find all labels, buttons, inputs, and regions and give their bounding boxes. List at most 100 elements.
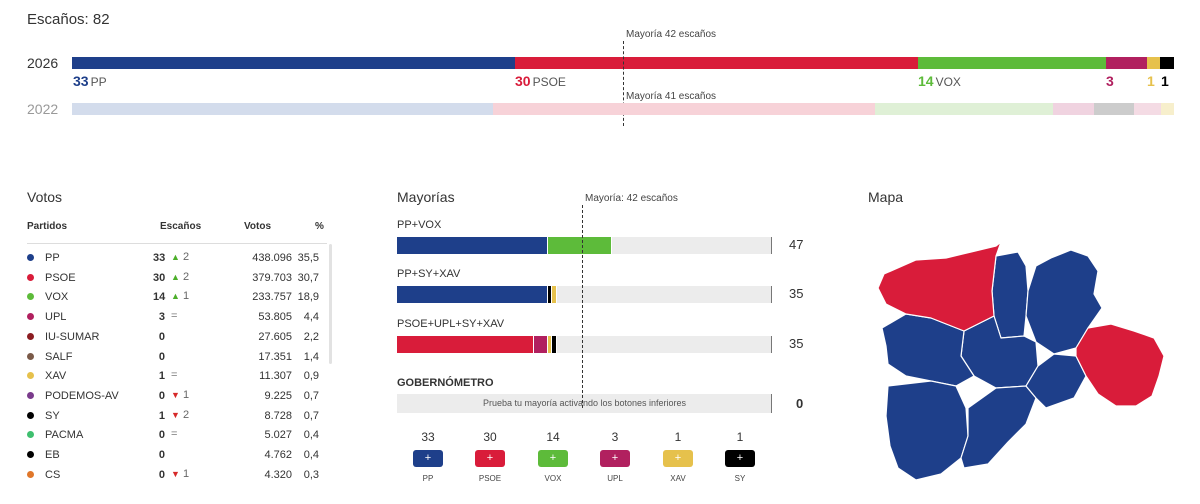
party-toggle-button[interactable]: + bbox=[413, 450, 443, 467]
seat-change-cell: = bbox=[171, 369, 195, 381]
seat-label-xav: 1 bbox=[1147, 73, 1155, 89]
party-button-label: VOX bbox=[544, 474, 562, 483]
party-button-seats: 1 bbox=[674, 430, 682, 444]
party-color-dot bbox=[27, 293, 34, 301]
party-button-seats: 3 bbox=[611, 430, 619, 444]
seat-change-cell: ▼ 2 bbox=[171, 409, 195, 421]
party-seats: 1 bbox=[158, 409, 165, 422]
party-name: VOX bbox=[45, 291, 69, 304]
seat-change-cell: ▲ 2 bbox=[171, 271, 195, 283]
combo-total: 47 bbox=[789, 237, 804, 252]
party-votes: 5.027 bbox=[264, 429, 292, 442]
region-map[interactable] bbox=[876, 236, 1166, 498]
party-pct: 0,4 bbox=[303, 449, 319, 461]
party-votes: 11.307 bbox=[259, 370, 292, 383]
seat-segment-2022-upl bbox=[1053, 103, 1094, 115]
party-button-seats: 33 bbox=[421, 430, 435, 444]
party-toggle-button[interactable]: + bbox=[725, 450, 755, 467]
up-arrow-icon: ▲ bbox=[171, 291, 180, 302]
party-seats: 0 bbox=[158, 330, 165, 343]
table-scrollbar[interactable] bbox=[329, 244, 332, 364]
year-2026: 2026 bbox=[27, 55, 59, 71]
party-pct: 0,9 bbox=[303, 370, 319, 383]
seats-bar-2022 bbox=[72, 103, 1174, 115]
combo-label: PP+VOX bbox=[397, 219, 442, 231]
seat-change: 2 bbox=[182, 251, 190, 263]
table-row: UPL 3 = 53.805 4,4 bbox=[27, 308, 327, 328]
party-toggle-button[interactable]: + bbox=[663, 450, 693, 467]
seat-segment-upl bbox=[1106, 57, 1147, 69]
party-name: UPL bbox=[45, 311, 67, 324]
plus-icon: + bbox=[736, 452, 744, 464]
party-pct: 35,5 bbox=[297, 252, 319, 264]
combo-bar-segment bbox=[397, 336, 535, 353]
combo-total: 35 bbox=[789, 286, 804, 301]
seat-label-sy: 1 bbox=[1161, 73, 1169, 89]
combo-bar-end bbox=[771, 286, 772, 303]
party-name: PSOE bbox=[45, 271, 76, 284]
table-row: PSOE 30 ▲ 2 379.703 30,7 bbox=[27, 269, 327, 289]
party-votes: 17.351 bbox=[258, 350, 292, 363]
seat-segment-psoe bbox=[515, 57, 918, 69]
seat-segment-2022-vox bbox=[875, 103, 1053, 115]
party-votes: 379.703 bbox=[252, 271, 292, 284]
party-pct: 0,7 bbox=[303, 409, 319, 422]
party-toggle-button[interactable]: + bbox=[538, 450, 568, 467]
combo-bar bbox=[397, 336, 772, 353]
party-toggle-button[interactable]: + bbox=[600, 450, 630, 467]
seat-label-upl: 3 bbox=[1106, 73, 1114, 89]
header-votes: Votos bbox=[244, 221, 272, 232]
combo-bar-segment bbox=[547, 336, 553, 353]
table-row: CS 0 ▼ 1 4.320 0,3 bbox=[27, 466, 327, 486]
seat-segment-2022-other bbox=[1094, 103, 1134, 115]
majority-label-2022: Mayoría 41 escaños bbox=[626, 91, 717, 102]
party-toggle-button[interactable]: + bbox=[475, 450, 505, 467]
province-soria bbox=[1075, 323, 1165, 407]
header-seats: Escaños bbox=[160, 221, 202, 232]
down-arrow-icon: ▼ bbox=[171, 389, 180, 400]
table-row: SALF 0 17.351 1,4 bbox=[27, 348, 327, 368]
party-seats: 0 bbox=[158, 429, 165, 442]
party-name: PP bbox=[45, 252, 60, 264]
party-color-dot bbox=[27, 372, 34, 380]
plus-icon: + bbox=[611, 452, 619, 464]
seats-bar-2026 bbox=[72, 57, 1174, 69]
seat-change-cell: ▼ 1 bbox=[171, 389, 195, 401]
seat-change-cell: = bbox=[171, 310, 195, 322]
majorities-majority-label: Mayoría: 42 escaños bbox=[585, 193, 678, 204]
party-name: PODEMOS-AV bbox=[45, 389, 119, 402]
table-row: IU-SUMAR 0 27.605 2,2 bbox=[27, 328, 327, 348]
seat-segment-2022-podemos bbox=[1134, 103, 1161, 115]
seat-segment-xav bbox=[1147, 57, 1160, 69]
plus-icon: + bbox=[674, 452, 682, 464]
party-color-dot bbox=[27, 254, 34, 261]
party-votes: 438.096 bbox=[252, 252, 292, 264]
party-pct: 30,7 bbox=[297, 271, 319, 284]
combo-bar-end bbox=[771, 336, 772, 353]
party-pct: 0,3 bbox=[303, 468, 319, 481]
seat-segment-sy bbox=[1160, 57, 1174, 69]
party-name: SALF bbox=[45, 350, 73, 363]
seat-label-pp: 33 PP bbox=[73, 73, 107, 89]
seat-segment-2022-xav bbox=[1161, 103, 1174, 115]
party-seats: 3 bbox=[158, 311, 165, 324]
province-burgos bbox=[1025, 249, 1103, 355]
party-button-label: PP bbox=[422, 474, 434, 483]
seat-segment-2022-pp bbox=[72, 103, 493, 115]
party-seats: 33 bbox=[153, 252, 166, 264]
seat-change-cell: = bbox=[171, 428, 195, 440]
seat-label-vox: 14 VOX bbox=[918, 73, 961, 89]
gobernometro-title: GOBERNÓMETRO bbox=[397, 377, 494, 389]
majorities-majority-line bbox=[582, 205, 583, 408]
combo-bar-segment bbox=[552, 286, 558, 303]
party-name: SY bbox=[45, 409, 60, 422]
party-pct: 4,4 bbox=[303, 311, 319, 324]
table-row: PACMA 0 = 5.027 0,4 bbox=[27, 426, 327, 446]
party-pct: 1,4 bbox=[303, 350, 319, 363]
combo-label: PSOE+UPL+SY+XAV bbox=[397, 318, 505, 330]
province-avila bbox=[960, 385, 1037, 469]
combo-bar-segment bbox=[397, 286, 548, 303]
gobernometro-bar: Prueba tu mayoría activando los botones … bbox=[397, 394, 772, 413]
votes-title: Votos bbox=[27, 189, 63, 205]
party-votes: 8.728 bbox=[264, 409, 292, 422]
